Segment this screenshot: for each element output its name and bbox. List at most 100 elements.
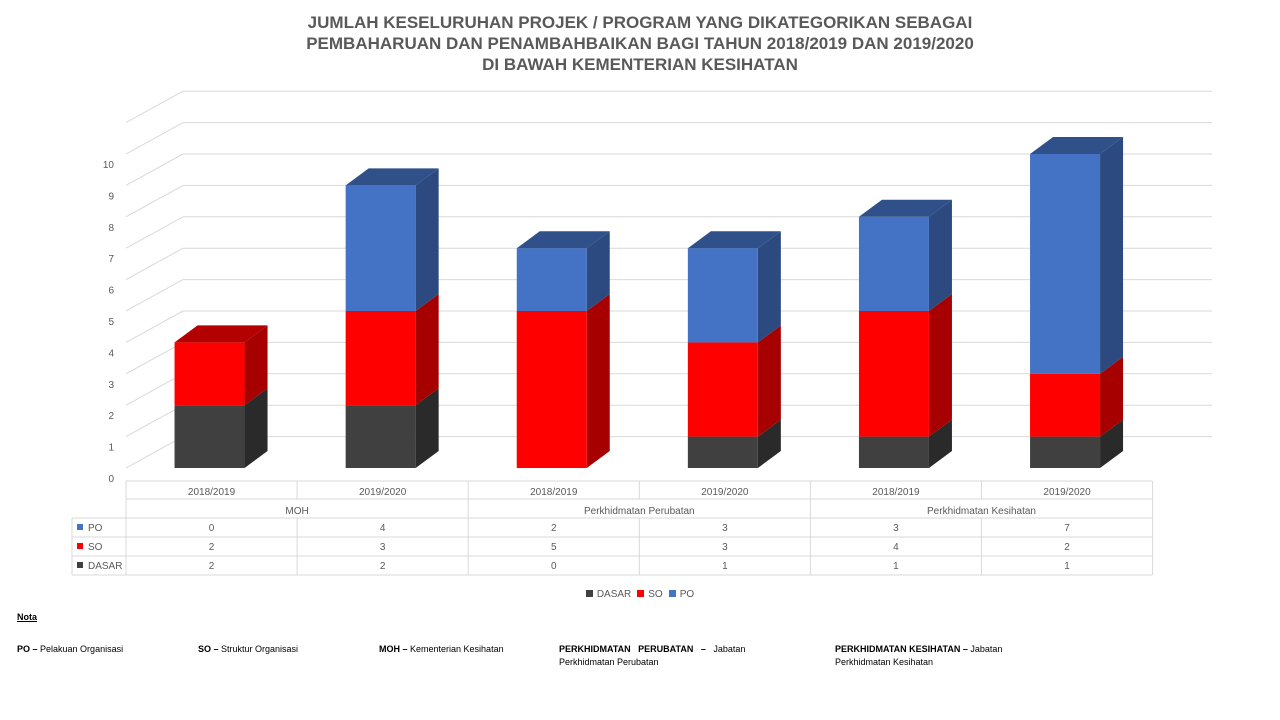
note-text: Kementerian Kesihatan xyxy=(410,644,504,654)
y-tick-label: 6 xyxy=(108,286,114,297)
bar-side-po xyxy=(757,231,781,343)
data-value-po: 3 xyxy=(722,523,728,534)
note-abbr: PERKHIDMATAN PERUBATAN xyxy=(559,644,694,654)
bar-side-po xyxy=(586,231,610,311)
bar-segment-so xyxy=(858,311,929,437)
data-value-dasar: 2 xyxy=(209,561,215,572)
note-separator: – xyxy=(693,644,714,654)
table-legend-key-po xyxy=(77,524,83,530)
bar-segment-po xyxy=(1030,154,1101,374)
data-value-po: 4 xyxy=(380,523,386,534)
bar-segment-dasar xyxy=(858,436,929,468)
category-label: 2018/2019 xyxy=(188,487,236,498)
note-abbr: PERKHIDMATAN KESIHATAN xyxy=(835,644,961,654)
y-tick-label: 5 xyxy=(108,317,114,328)
y-tick-label: 7 xyxy=(108,254,114,265)
y-tick-label: 0 xyxy=(108,474,114,485)
data-value-dasar: 1 xyxy=(722,561,728,572)
group-label: Perkhidmatan Kesihatan xyxy=(927,506,1036,517)
gridline-side xyxy=(125,279,184,312)
data-value-so: 5 xyxy=(551,542,557,553)
note-so: SO – Struktur Organisasi xyxy=(198,643,368,656)
gridline-side xyxy=(125,184,184,218)
chart-title-line: JUMLAH KESELURUHAN PROJEK / PROGRAM YANG… xyxy=(307,13,973,32)
gridline-side xyxy=(125,122,184,155)
note-po: PO – Pelakuan Organisasi xyxy=(17,643,187,656)
note-separator: – xyxy=(400,644,411,654)
legend-swatch xyxy=(668,590,676,597)
bar-side-so xyxy=(928,294,952,437)
legend-swatch xyxy=(637,590,645,597)
bar-segment-po xyxy=(516,248,587,311)
data-value-po: 3 xyxy=(893,523,899,534)
chart-legend: DASAR SO PO xyxy=(0,589,1280,600)
note-moh: MOH – Kementerian Kesihatan xyxy=(379,643,549,656)
note-separator: – xyxy=(30,644,41,654)
data-value-po: 7 xyxy=(1064,523,1070,534)
bar-side-dasar xyxy=(1100,419,1124,468)
data-value-so: 4 xyxy=(893,542,899,553)
bar-segment-dasar xyxy=(1030,436,1101,468)
legend-label: SO xyxy=(648,589,663,600)
legend-label: PO xyxy=(679,589,695,600)
data-value-dasar: 1 xyxy=(893,561,899,572)
bar-segment-po xyxy=(687,248,758,343)
category-label: 2018/2019 xyxy=(872,487,920,498)
bar-side-po xyxy=(415,168,439,311)
group-label: MOH xyxy=(285,506,308,517)
table-row-label: SO xyxy=(88,542,103,553)
gridline-side xyxy=(125,404,184,438)
data-value-po: 0 xyxy=(209,523,215,534)
bar-side-po xyxy=(1100,137,1124,374)
note-perkhidmatan-kesihatan: PERKHIDMATAN KESIHATAN – Jabatan Perkhid… xyxy=(835,643,1040,669)
bar-segment-so xyxy=(687,342,758,437)
bar-side-so xyxy=(244,325,268,406)
chart-title-line: DI BAWAH KEMENTERIAN KESIHATAN xyxy=(482,55,798,74)
y-tick-label: 8 xyxy=(108,223,114,234)
notes-section: Nota PO – Pelakuan Organisasi SO – Struk… xyxy=(17,612,1217,667)
note-abbr: SO xyxy=(198,644,212,654)
bar-side-so xyxy=(1100,356,1124,437)
data-value-so: 3 xyxy=(722,542,728,553)
data-value-so: 3 xyxy=(380,542,386,553)
gridline-side xyxy=(125,310,184,343)
category-label: 2019/2020 xyxy=(701,487,749,498)
legend-item-so: SO xyxy=(637,589,663,600)
table-row-label: PO xyxy=(88,523,103,534)
note-separator: – xyxy=(211,644,222,654)
y-tick-label: 3 xyxy=(108,380,114,391)
y-tick-label: 1 xyxy=(108,443,114,454)
note-text: Struktur Organisasi xyxy=(221,644,299,654)
bar-side-so xyxy=(586,294,610,468)
bar-side-dasar xyxy=(415,388,439,468)
table-legend-key-so xyxy=(77,543,83,549)
category-label: 2019/2020 xyxy=(359,487,407,498)
gridline-side xyxy=(125,247,184,281)
category-label: 2018/2019 xyxy=(530,487,578,498)
note-perkhidmatan-perubatan: PERKHIDMATAN PERUBATAN – Jabatan Perkhid… xyxy=(559,643,789,669)
bar-segment-po xyxy=(858,216,929,311)
legend-swatch xyxy=(585,590,593,597)
category-label: 2019/2020 xyxy=(1043,487,1091,498)
gridline-side xyxy=(125,90,184,124)
bar-side-dasar xyxy=(928,419,952,468)
y-tick-label: 2 xyxy=(108,411,114,422)
table-legend-key-dasar xyxy=(77,562,83,568)
bar-segment-po xyxy=(345,185,416,311)
data-value-dasar: 2 xyxy=(380,561,386,572)
notes-heading: Nota xyxy=(17,612,37,622)
note-text: Jabatan Perkhidmatan Kesihatan xyxy=(835,644,1003,667)
bar-segment-so xyxy=(1030,373,1101,437)
legend-item-po: PO xyxy=(668,589,695,600)
bar-segment-so xyxy=(345,311,416,406)
bar-top-po xyxy=(858,199,952,217)
bar-side-dasar xyxy=(757,419,781,468)
bar-side-dasar xyxy=(244,388,268,468)
data-value-po: 2 xyxy=(551,523,557,534)
chart-title-line: PEMBAHARUAN DAN PENAMBAHBAIKAN BAGI TAHU… xyxy=(306,34,974,53)
note-abbr: PO xyxy=(17,644,31,654)
y-tick-label: 10 xyxy=(103,160,115,171)
data-value-dasar: 1 xyxy=(1064,561,1070,572)
bar-top-po xyxy=(345,168,439,186)
